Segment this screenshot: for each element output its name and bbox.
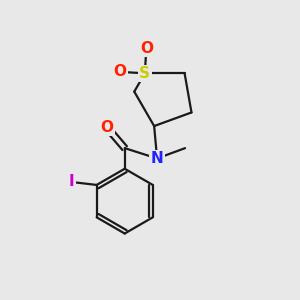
Text: O: O [113,64,126,79]
Text: O: O [140,41,153,56]
Text: N: N [151,151,164,166]
Text: O: O [100,120,113,135]
Text: I: I [69,175,74,190]
Text: S: S [139,66,150,81]
